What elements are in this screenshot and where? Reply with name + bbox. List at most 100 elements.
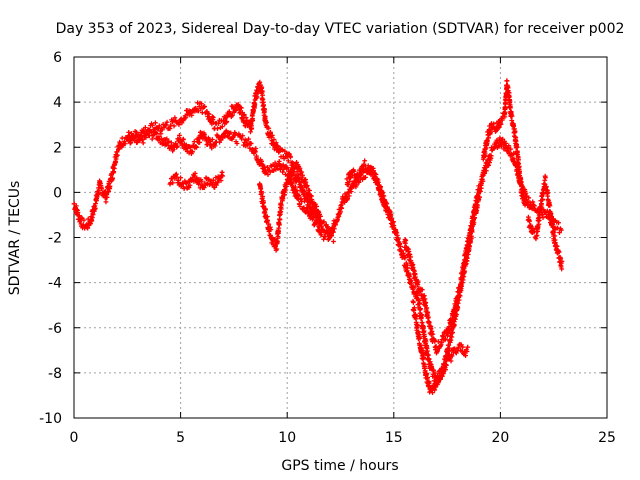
data-point (119, 135, 125, 141)
data-point (303, 179, 309, 185)
data-point (384, 201, 390, 207)
data-point (533, 236, 539, 242)
data-point (224, 119, 230, 124)
data-point (156, 134, 162, 139)
data-point (554, 243, 560, 249)
data-point (243, 115, 249, 121)
data-point (81, 217, 87, 223)
data-point (304, 183, 310, 188)
data-point (464, 349, 470, 354)
data-point (260, 194, 266, 199)
data-point (103, 199, 109, 205)
data-point (257, 79, 263, 85)
data-point (445, 333, 450, 339)
data-point (241, 112, 247, 117)
x-tick-label: 10 (278, 430, 296, 446)
data-point (197, 139, 202, 145)
data-point (496, 124, 502, 130)
data-point (107, 183, 113, 189)
chart-title: Day 353 of 2023, Sidereal Day-to-day VTE… (56, 21, 625, 37)
data-point (138, 134, 143, 139)
data-point (279, 202, 284, 208)
data-point (362, 158, 368, 164)
data-point (307, 188, 312, 193)
data-point (246, 136, 251, 142)
data-point (516, 163, 522, 169)
data-point (215, 179, 220, 185)
data-point (177, 132, 182, 138)
data-point (448, 337, 454, 343)
data-point (134, 129, 139, 135)
data-point (537, 212, 543, 218)
data-point (264, 214, 270, 219)
data-point (446, 342, 452, 348)
data-point (264, 120, 269, 126)
data-point (482, 151, 488, 157)
data-point (205, 176, 211, 182)
data-point (183, 115, 189, 121)
data-point (379, 189, 385, 195)
data-point (465, 245, 471, 250)
data-point (342, 199, 348, 205)
data-point (413, 314, 419, 320)
data-point (394, 233, 400, 238)
data-point (290, 181, 295, 187)
data-point (330, 229, 336, 234)
data-point (540, 196, 546, 202)
data-point (277, 217, 283, 223)
data-point (454, 299, 460, 305)
data-point (285, 158, 291, 164)
data-point (508, 146, 514, 152)
data-point (170, 180, 176, 186)
data-point (449, 353, 455, 359)
data-point (443, 367, 448, 373)
data-point (403, 238, 409, 243)
data-point (417, 335, 423, 341)
data-point (238, 105, 244, 111)
data-series (410, 298, 471, 396)
data-point (519, 184, 524, 189)
data-point (85, 225, 91, 231)
data-point (497, 135, 503, 141)
data-point (75, 210, 81, 215)
data-point (502, 114, 508, 120)
data-point (412, 284, 418, 290)
data-point (456, 345, 461, 351)
data-point (247, 145, 253, 151)
data-point (442, 336, 448, 342)
data-point (345, 182, 351, 188)
data-point (126, 133, 132, 139)
data-point (415, 278, 421, 284)
y-tick-label: 6 (53, 50, 62, 66)
data-point (476, 189, 482, 195)
data-point (159, 127, 165, 133)
data-point (276, 222, 282, 228)
data-point (424, 371, 430, 377)
data-point (534, 232, 540, 238)
data-point (266, 125, 272, 131)
data-point (440, 370, 446, 376)
data-point (89, 215, 95, 220)
data-point (260, 92, 265, 98)
data-point (173, 171, 179, 177)
data-point (451, 312, 456, 318)
data-point (298, 180, 304, 186)
data-point (346, 193, 352, 199)
data-point (549, 216, 555, 222)
data-point (254, 94, 260, 100)
data-point (520, 191, 526, 196)
data-point (106, 188, 112, 194)
data-point (96, 188, 102, 194)
data-point (483, 168, 489, 174)
data-point (265, 172, 271, 177)
data-point (523, 197, 529, 203)
data-point (509, 113, 515, 119)
data-point (325, 225, 331, 231)
y-tick-label: 2 (53, 140, 62, 156)
data-point (212, 143, 218, 149)
data-point (491, 121, 497, 127)
data-point (250, 118, 256, 123)
data-point (443, 362, 449, 368)
data-point (169, 140, 174, 146)
data-point (469, 224, 475, 230)
